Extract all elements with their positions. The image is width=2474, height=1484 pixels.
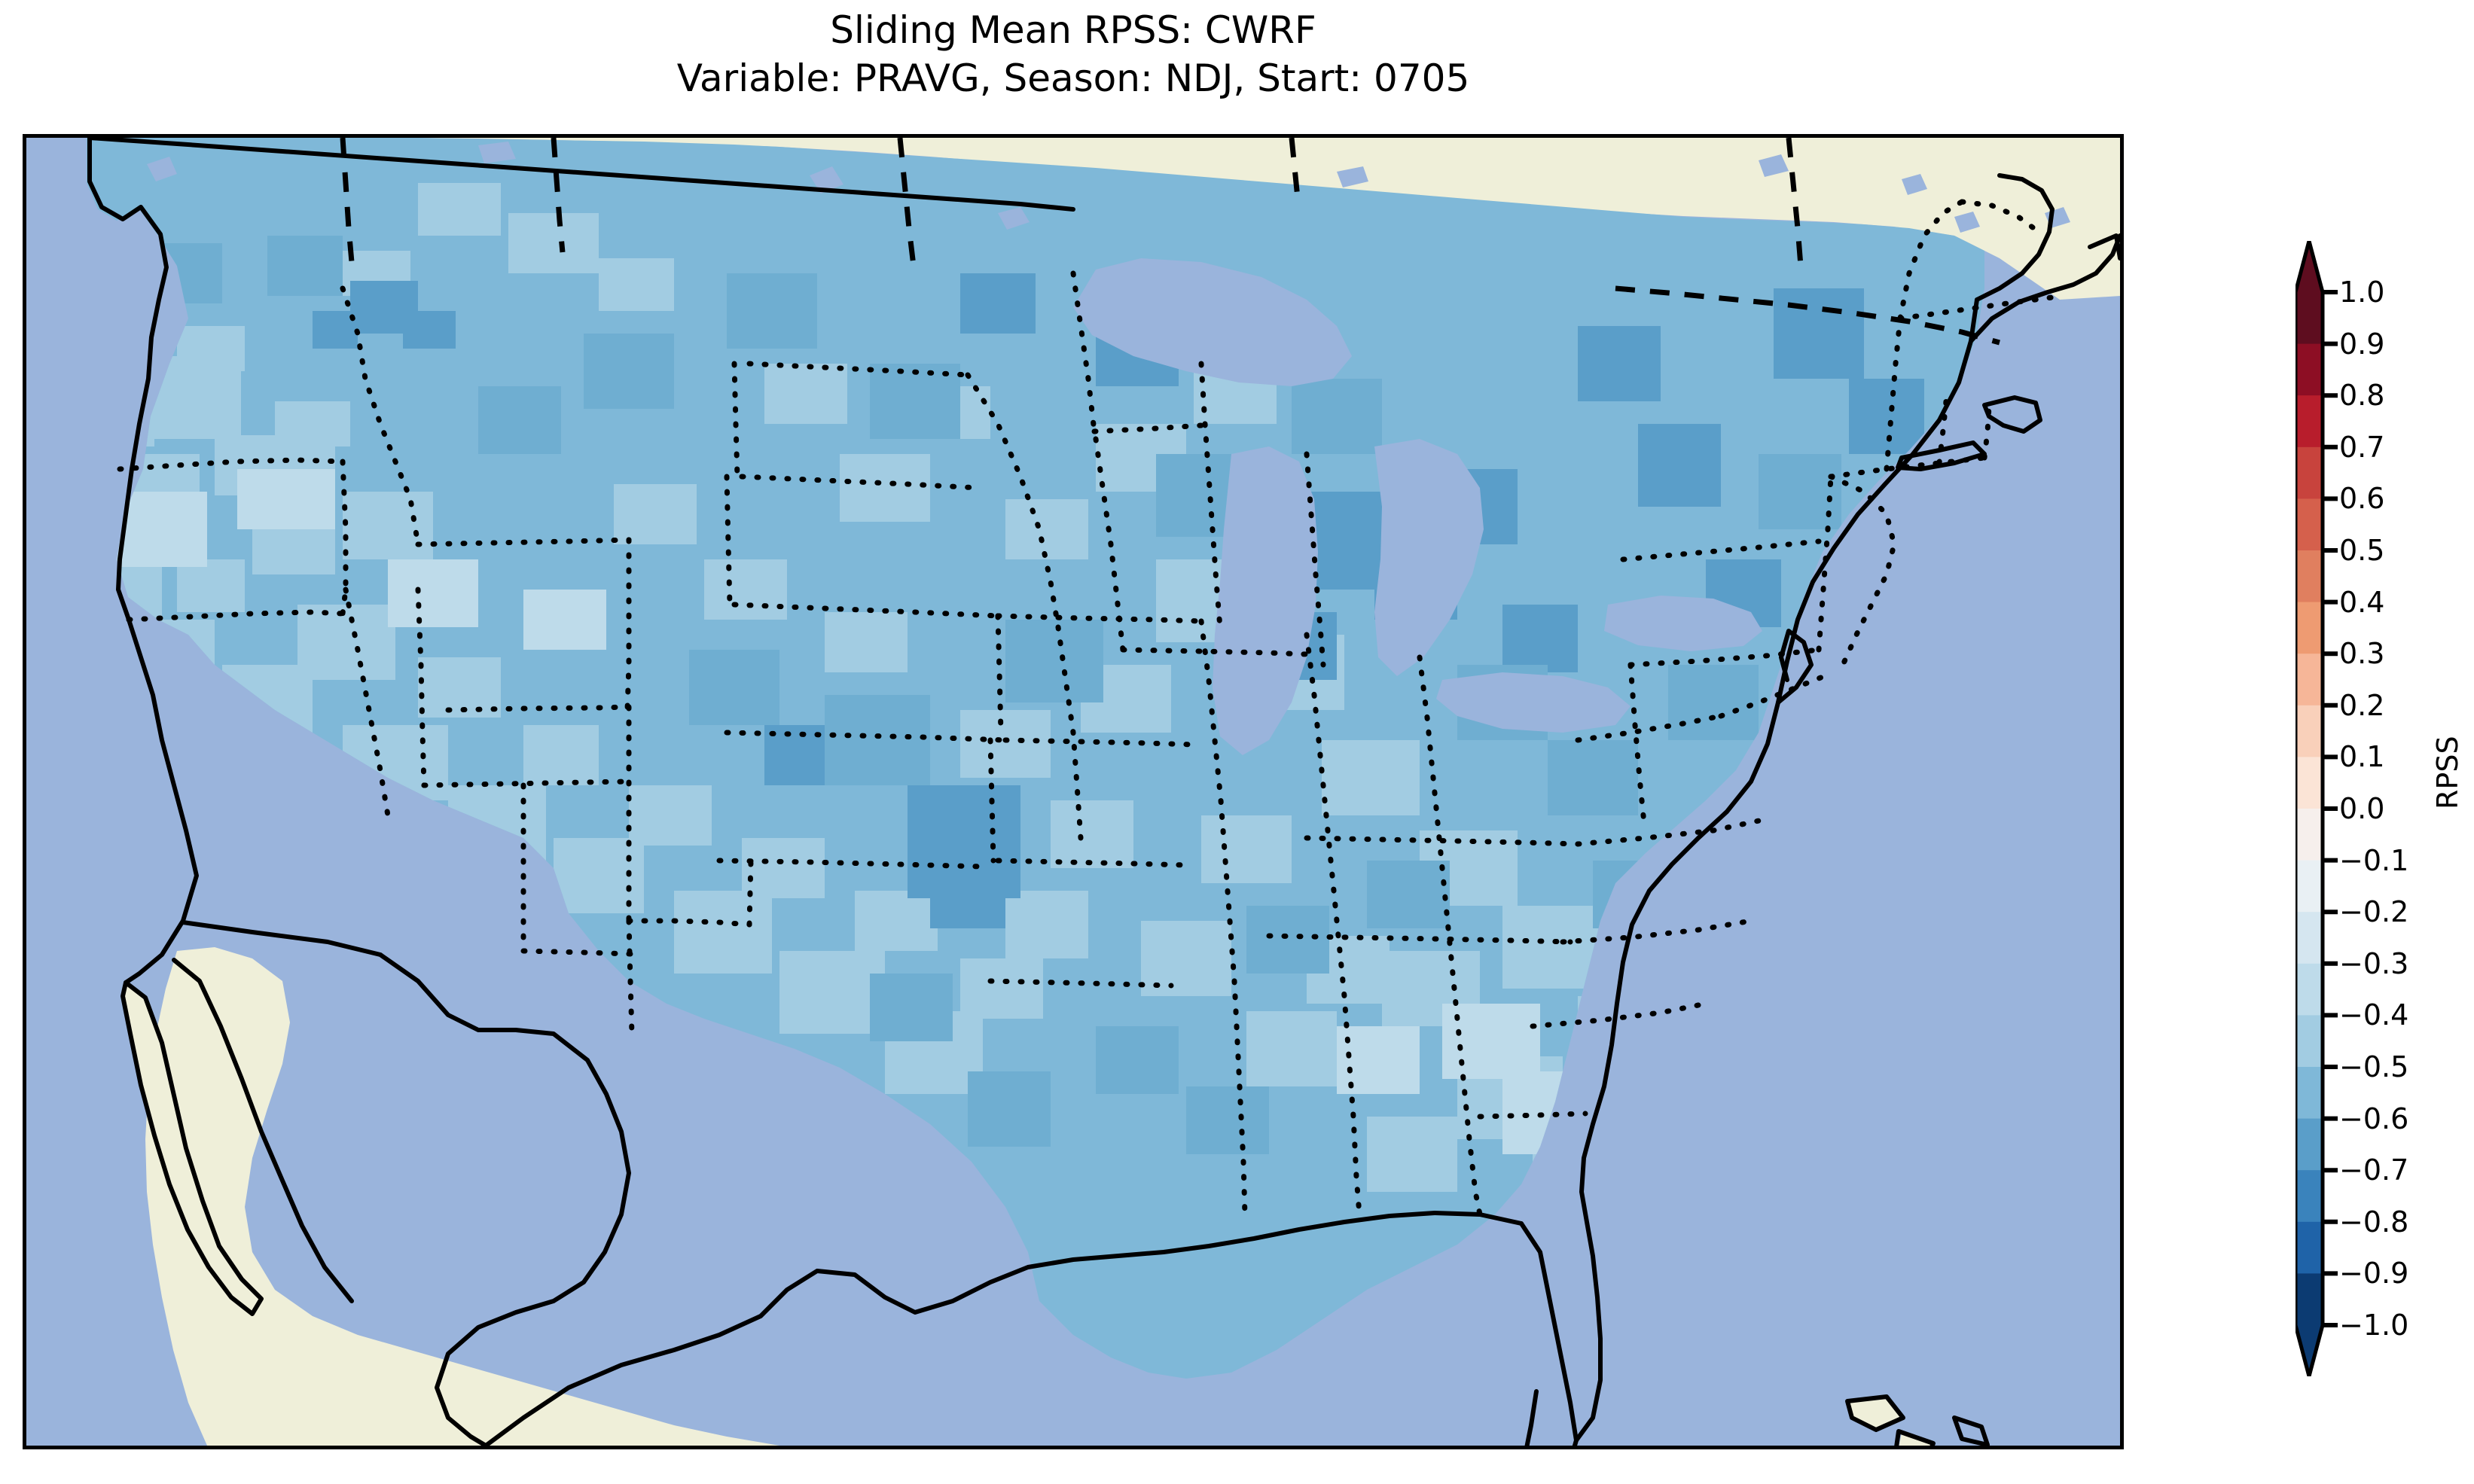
colorbar-tick-label: 0.3	[2339, 637, 2385, 671]
mexico-landmass	[145, 947, 779, 1446]
canada-landmass	[26, 138, 2120, 300]
colorbar-tick-label: 0.0	[2339, 792, 2385, 825]
colorbar-tick-label: 0.2	[2339, 688, 2385, 722]
map-heatmap	[26, 138, 2120, 1446]
colorbar-tick-label: −0.8	[2339, 1205, 2409, 1239]
colorbar-tick-label: −0.7	[2339, 1153, 2409, 1187]
colorbar-tick-label: 0.6	[2339, 482, 2385, 516]
colorbar-tick-label: −0.9	[2339, 1257, 2409, 1291]
colorbar-tick-label: −0.4	[2339, 998, 2409, 1032]
colorbar-tick-label: 0.8	[2339, 379, 2385, 413]
colorbar-tick-label: 0.1	[2339, 740, 2385, 774]
colorbar-tick-label: −0.6	[2339, 1102, 2409, 1135]
colorbar-gradient	[2296, 241, 2338, 1376]
state-borders	[117, 199, 2055, 1225]
coastlines	[87, 138, 2120, 1446]
colorbar-tick-label: 0.5	[2339, 534, 2385, 567]
map-axes	[23, 134, 2124, 1449]
colorbar	[2296, 241, 2338, 1376]
colorbar-tick-label: 0.7	[2339, 430, 2385, 464]
colorbar-tick-label: −0.3	[2339, 946, 2409, 980]
colorbar-tick-label: −1.0	[2339, 1309, 2409, 1342]
colorbar-tick-labels: 1.0 0.9 0.8 0.7 0.6 0.5 0.4 0.3 0.2 0.1 0.0 −0.1 −0.…	[2296, 241, 2461, 1376]
colorbar-tick-label: 1.0	[2339, 276, 2385, 309]
colorbar-tick-label: −0.2	[2339, 895, 2409, 929]
figure-title: Sliding Mean RPSS: CWRF Variable: PRAVG,…	[0, 6, 2146, 102]
colorbar-tick-label: 0.9	[2339, 327, 2385, 361]
colorbar-tick-label: −0.5	[2339, 1050, 2409, 1083]
colorbar-tick-label: −0.1	[2339, 843, 2409, 877]
great-lakes	[147, 142, 2070, 755]
baja-california	[123, 981, 260, 1312]
title-line-1: Sliding Mean RPSS: CWRF	[830, 8, 1316, 52]
colorbar-tick-label: 0.4	[2339, 585, 2385, 619]
title-line-2: Variable: PRAVG, Season: NDJ, Start: 070…	[676, 56, 1470, 100]
canada-province-borders	[340, 138, 2000, 346]
colorbar-axis-label: RPSS	[2431, 736, 2464, 809]
